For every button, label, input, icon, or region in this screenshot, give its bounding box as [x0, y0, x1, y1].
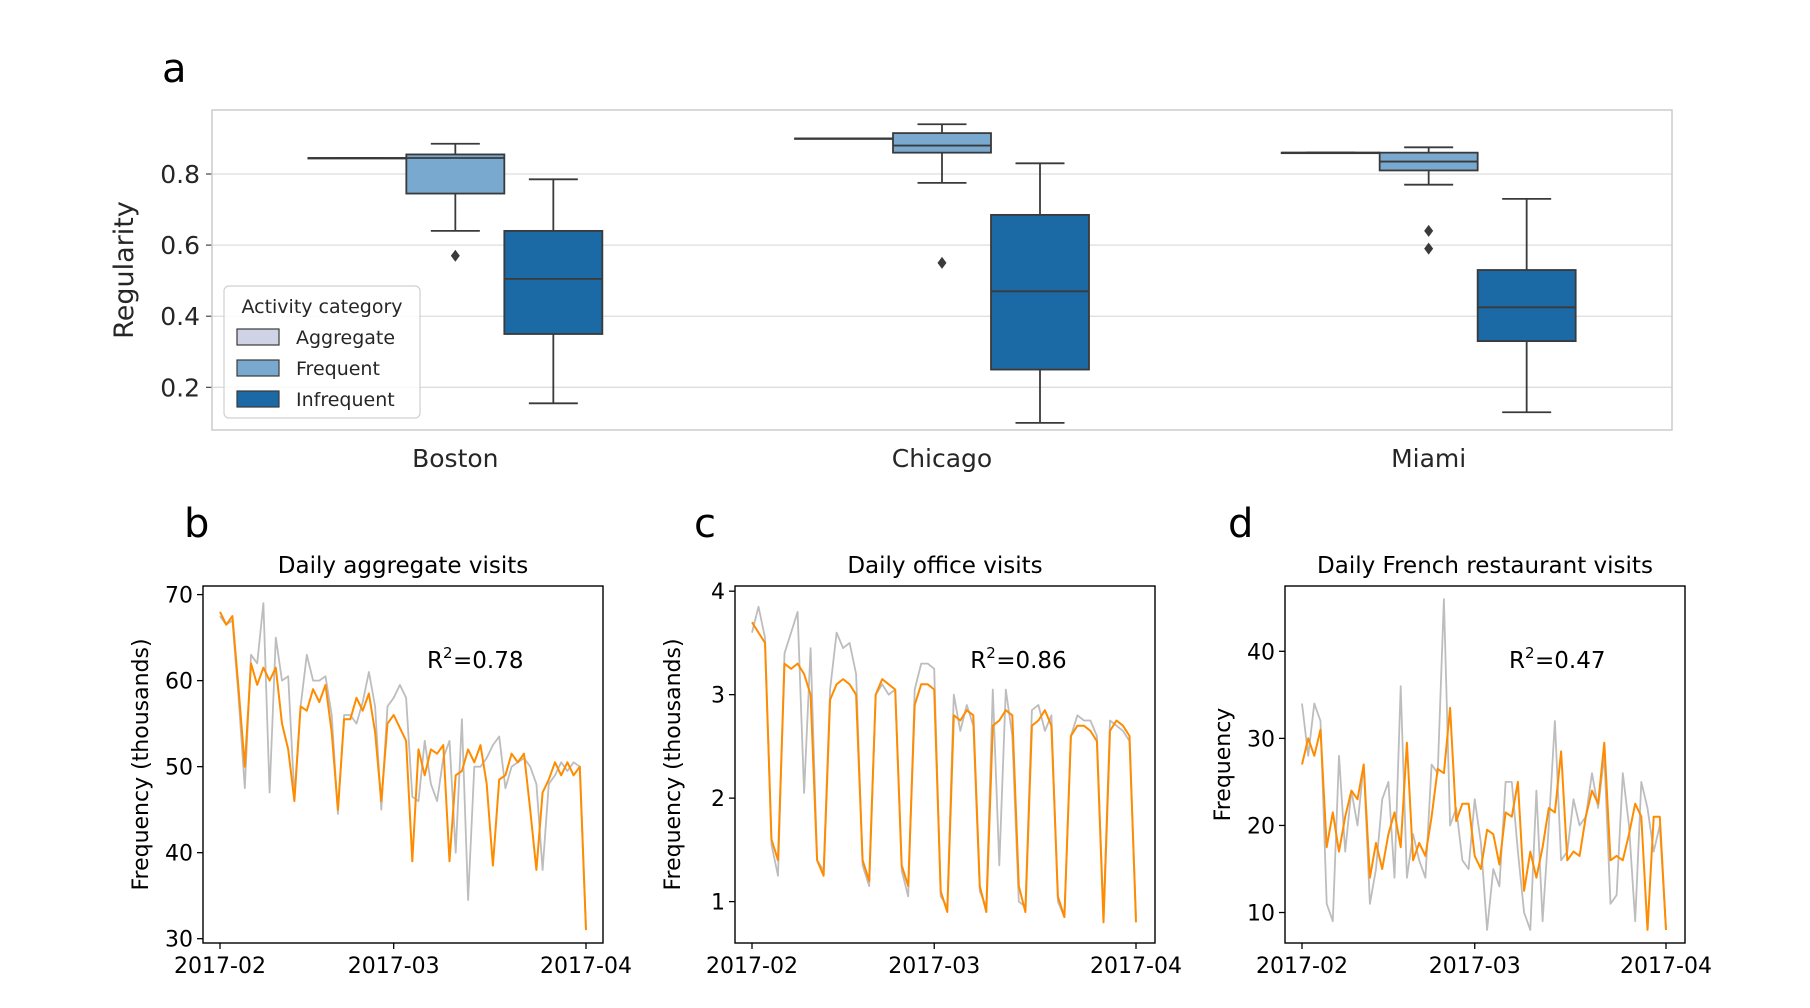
x-tick-label: 2017-04	[1090, 954, 1182, 979]
legend-entry: Infrequent	[296, 389, 395, 411]
x-tick-label: 2017-04	[540, 954, 632, 979]
chart-title: Daily aggregate visits	[278, 553, 528, 579]
chart-title: Daily French restaurant visits	[1317, 553, 1653, 579]
y-tick-label: 1	[711, 891, 725, 916]
line-plot-aggregate: Daily aggregate visits 30 40 50 60 70 2017-02 2…	[129, 553, 632, 979]
x-tick-label: 2017-02	[706, 954, 798, 979]
series-line-observed	[751, 605, 1137, 918]
box-infrequent-boston	[503, 178, 604, 405]
r-squared-annotation: R 2 =0.78	[427, 644, 523, 674]
box-aggregate-miami	[1280, 151, 1381, 155]
legend-entry: Frequent	[296, 358, 380, 380]
line-plot-office: Daily office visits 1 2 3 4 2017-02 2017-03 201…	[661, 553, 1182, 979]
y-tick-label: 10	[1247, 902, 1275, 927]
series-line-predicted	[751, 621, 1137, 924]
x-tick-label: 2017-03	[348, 954, 440, 979]
y-axis-label: Regularity	[109, 201, 140, 339]
box-infrequent-chicago	[990, 162, 1090, 424]
legend-title: Activity category	[241, 296, 402, 318]
box-iqr	[1476, 269, 1577, 343]
y-tick-label: 2	[711, 787, 725, 812]
outlier-point	[1424, 224, 1434, 237]
x-tick-label: 2017-03	[888, 954, 980, 979]
y-tick-label: 4	[711, 580, 725, 605]
r-squared-value: =0.78	[453, 648, 523, 674]
x-tick-label: 2017-03	[1429, 954, 1521, 979]
r-squared-value: =0.86	[996, 648, 1066, 674]
box-plot-regularity: 0.2 0.4 0.6 0.8 Boston Chicago Miami Regularity…	[109, 109, 1673, 473]
x-tick-label: Chicago	[892, 444, 992, 473]
box-iqr	[892, 132, 992, 154]
line-plot-french: Daily French restaurant visits 10 20 30 40 20…	[1211, 553, 1712, 979]
r-squared-symbol: R	[970, 648, 986, 674]
panel-letter-c: c	[694, 501, 716, 547]
panel-letter-a: a	[162, 46, 187, 92]
y-tick-label: 20	[1247, 814, 1275, 839]
plot-frame	[1284, 585, 1686, 944]
panel-letter-b: b	[184, 501, 209, 547]
chart-title: Daily office visits	[847, 553, 1042, 579]
plot-frame	[202, 585, 604, 944]
x-tick-label: 2017-02	[174, 954, 266, 979]
legend-entry: Aggregate	[296, 327, 395, 349]
y-tick-label: 3	[711, 684, 725, 709]
box-aggregate-boston	[307, 157, 408, 160]
box-aggregate-chicago	[794, 137, 894, 140]
r-squared-symbol: R	[427, 648, 443, 674]
box-frequent-miami	[1378, 146, 1479, 255]
x-tick-label: Boston	[412, 444, 498, 473]
r-squared-superscript: 2	[443, 644, 453, 662]
r-squared-superscript: 2	[986, 644, 996, 662]
series-line-predicted	[219, 611, 587, 931]
y-tick-label: 30	[1247, 727, 1275, 752]
box-iqr	[503, 229, 604, 335]
box-iqr	[405, 153, 506, 195]
plot-frame	[734, 585, 1156, 944]
outlier-point	[937, 256, 947, 269]
box-frequent-boston	[405, 142, 506, 262]
r-squared-superscript: 2	[1525, 644, 1535, 662]
legend-frame	[223, 285, 421, 419]
y-axis-label: Frequency (thousands)	[129, 638, 154, 890]
y-tick-label: 60	[165, 670, 193, 695]
y-tick-label: 40	[1247, 640, 1275, 665]
legend-swatch	[236, 359, 280, 377]
box-infrequent-miami	[1476, 197, 1577, 414]
plot-frame	[211, 109, 1673, 431]
y-tick-label: 0.2	[160, 373, 200, 402]
legend: Activity category Aggregate Frequent Infreq…	[223, 285, 421, 419]
series-line-observed	[219, 602, 587, 931]
y-axis-label: Frequency (thousands)	[661, 638, 686, 890]
y-axis-label: Frequency	[1211, 708, 1236, 822]
series-line-predicted	[1301, 706, 1667, 931]
outlier-point	[450, 249, 460, 262]
panel-letter-d: d	[1228, 501, 1253, 547]
r-squared-value: =0.47	[1535, 648, 1605, 674]
y-tick-label: 40	[165, 842, 193, 867]
series-line-observed	[1301, 598, 1667, 931]
y-tick-label: 70	[165, 584, 193, 609]
y-tick-label: 30	[165, 928, 193, 953]
y-tick-label: 0.8	[160, 160, 200, 189]
outlier-point	[1424, 242, 1434, 255]
r-squared-symbol: R	[1509, 648, 1525, 674]
x-tick-label: 2017-04	[1620, 954, 1712, 979]
x-tick-label: Miami	[1391, 444, 1466, 473]
r-squared-annotation: R 2 =0.47	[1509, 644, 1605, 674]
x-tick-label: 2017-02	[1256, 954, 1348, 979]
r-squared-annotation: R 2 =0.86	[970, 644, 1066, 674]
legend-swatch	[236, 390, 280, 408]
y-tick-label: 50	[165, 756, 193, 781]
legend-swatch	[236, 328, 280, 346]
y-tick-label: 0.6	[160, 231, 200, 260]
y-tick-label: 0.4	[160, 302, 200, 331]
box-frequent-chicago	[892, 123, 992, 269]
